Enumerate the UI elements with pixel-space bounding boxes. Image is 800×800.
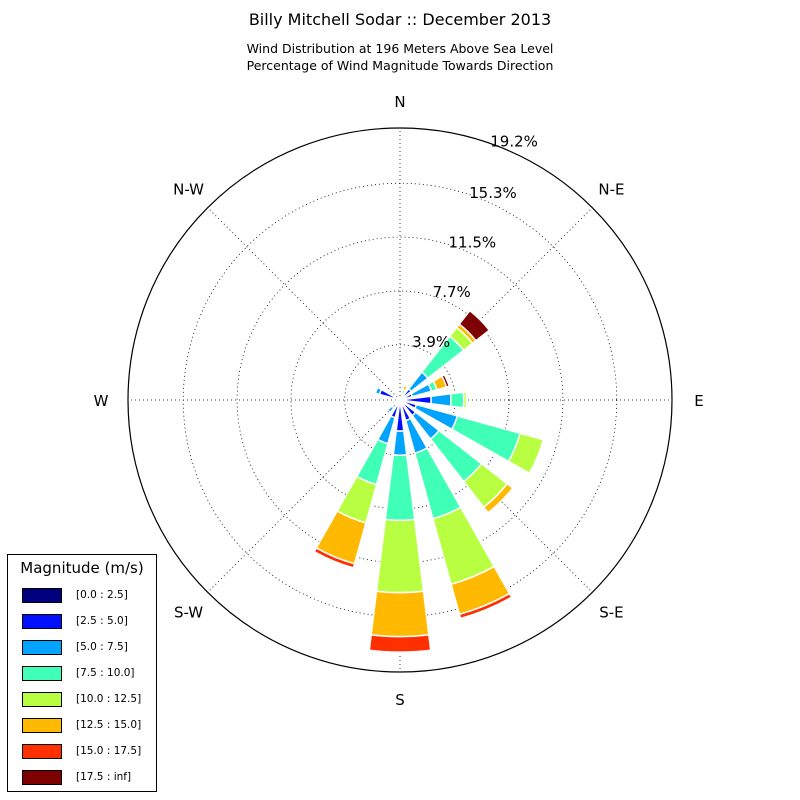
windrose-wedge [375,518,425,594]
direction-label: N-W [173,181,204,199]
legend-title: Magnitude (m/s) [20,559,144,577]
windrose-wedge [458,592,513,620]
windrose-wedge [390,400,397,406]
legend-swatch [22,718,62,733]
windrose-wedge [482,482,514,514]
windrose-wedge [449,391,465,409]
chart-subtitle-line2: Percentage of Wind Magnitude Towards Dir… [246,58,554,73]
legend-label: [15.0 : 17.5] [76,745,142,757]
windrose-wedge [458,309,491,342]
legend-label: [7.5 : 10.0] [76,667,135,679]
direction-label: W [94,392,109,410]
outer-circle [127,127,673,673]
legend-label: [2.5 : 5.0] [76,615,128,627]
radial-tick-label: 11.5% [449,233,497,251]
legend-swatch [22,744,62,759]
legend-swatch [22,666,62,681]
windrose-wedge [386,405,395,414]
direction-label: S-W [174,603,203,621]
windrose-wedge [370,590,430,638]
circular-gridline [290,290,510,510]
legend-swatch [22,640,62,655]
legend-swatch [22,692,62,707]
direction-label: N-E [598,181,624,199]
legend-swatch [22,770,62,785]
windrose-wedge [462,391,468,409]
windrose-wedge [384,454,416,522]
legend-label: [17.5 : inf] [76,771,132,783]
windrose-wedge [374,386,383,396]
legend-swatch [22,614,62,629]
windrose-wedge [397,397,401,401]
legend-label: [12.5 : 15.0] [76,719,142,731]
windrose-wedge [355,438,389,486]
windrose-wedge [430,392,452,408]
radial-tick-label: 19.2% [490,133,538,151]
radial-tick-label: 3.9% [412,333,450,351]
chart-subtitle-line1: Wind Distribution at 196 Meters Above Se… [246,41,554,56]
circular-gridline [236,236,564,564]
legend-label: [10.0 : 12.5] [76,693,142,705]
radial-tick-label: 7.7% [433,283,471,301]
legend: Magnitude (m/s) [0.0 : 2.5] [2.5 : 5.0] … [7,554,157,792]
windrose-wedge [440,373,451,389]
legend-swatch [22,588,62,603]
radial-tick-label: 15.3% [469,184,517,202]
legend-label: [5.0 : 7.5] [76,641,128,653]
windrose-wedge [392,430,408,457]
chart-title: Billy Mitchell Sodar :: December 2013 [248,10,552,29]
windrose-wedge [313,546,356,569]
windrose-wedge [378,388,400,401]
windrose-wedge [401,384,409,392]
radial-gridline [207,207,401,401]
direction-label: E [694,392,703,410]
windrose-wedge [368,633,432,653]
direction-label: S [395,691,405,709]
legend-label: [0.0 : 2.5] [76,589,128,601]
direction-label: S-E [599,603,623,621]
direction-label: N [394,93,405,111]
windrose-wedge [507,432,545,475]
